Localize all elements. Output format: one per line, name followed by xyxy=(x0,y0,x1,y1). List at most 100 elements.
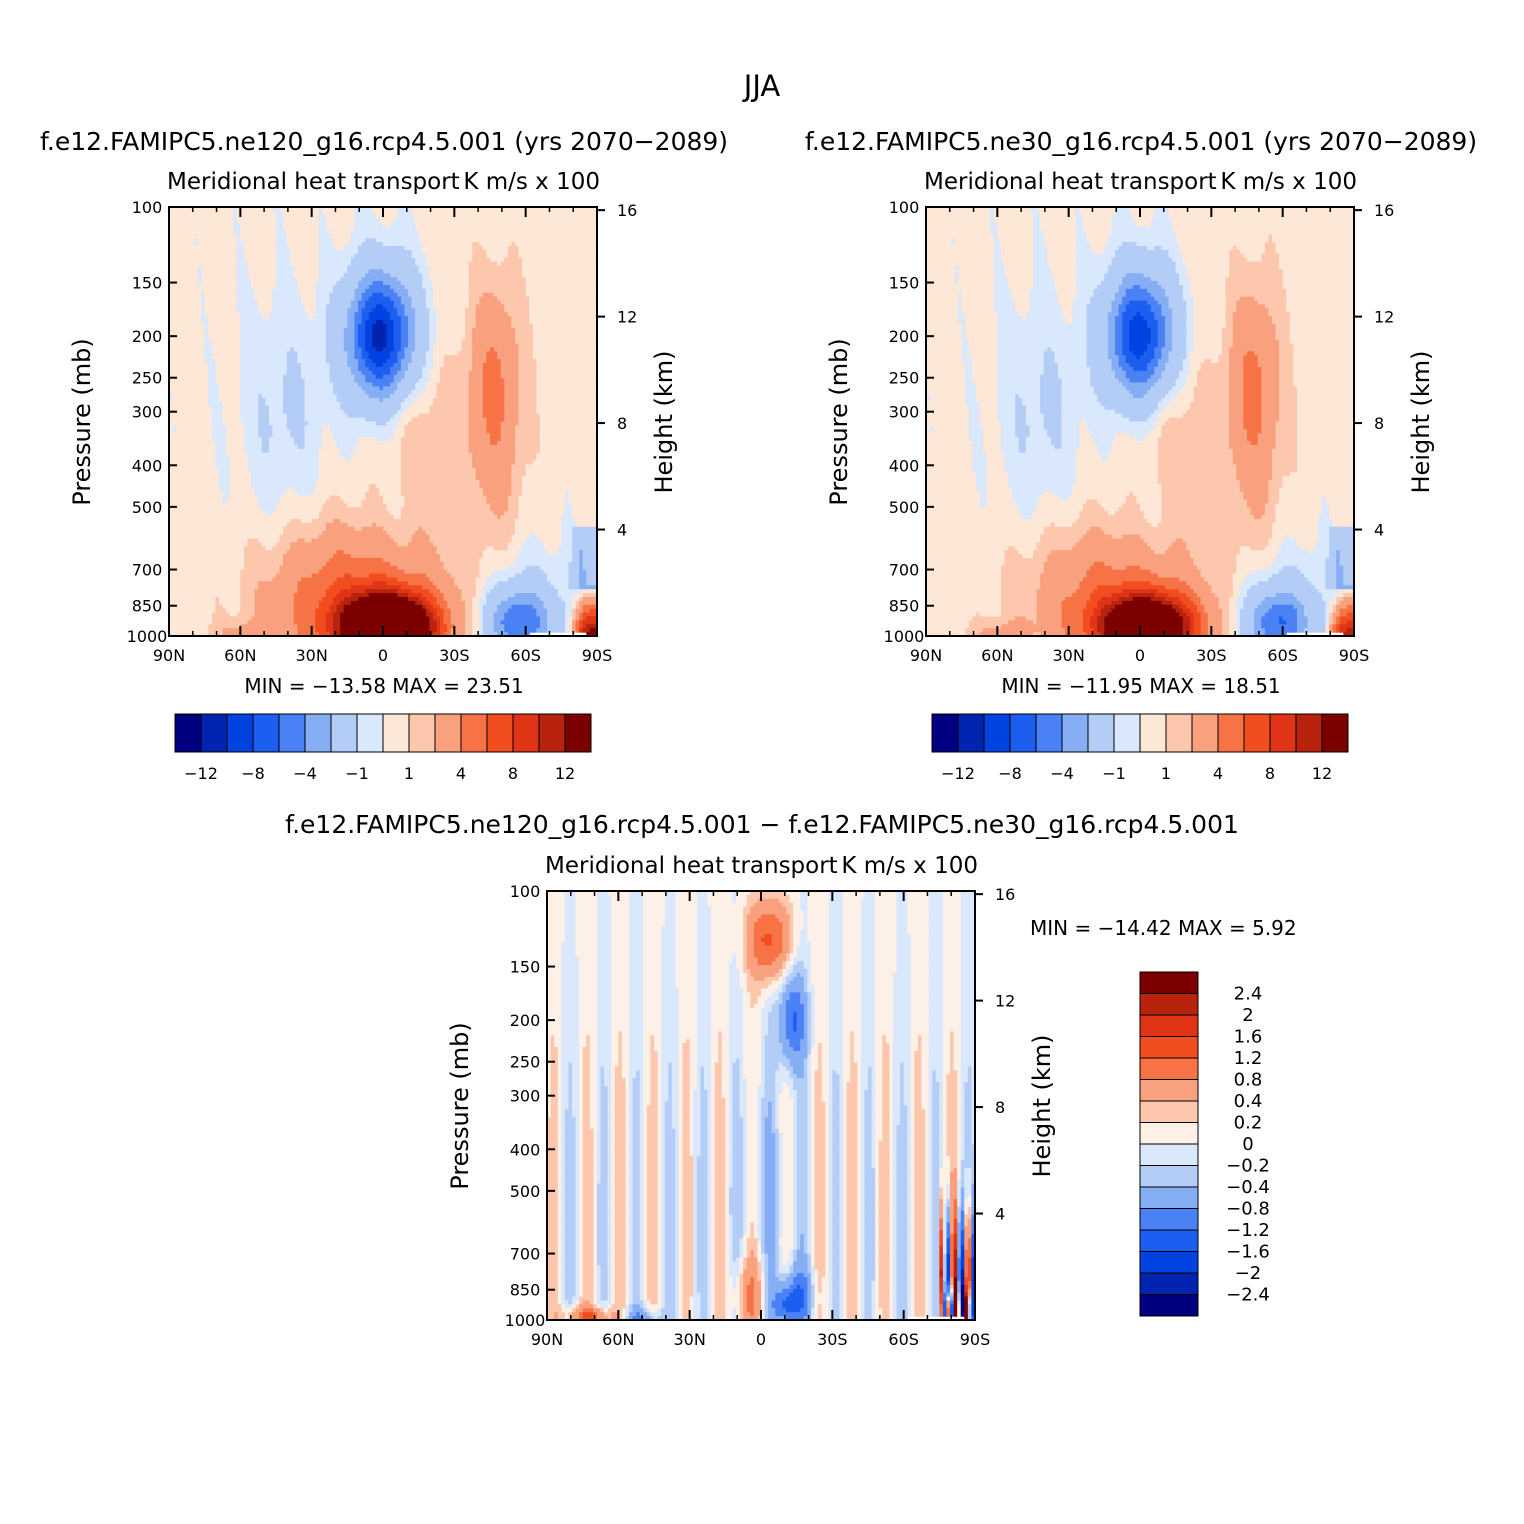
ne120-cell xyxy=(201,269,205,274)
ne120-cell xyxy=(280,269,284,274)
ne120-cell xyxy=(294,234,298,239)
ne120-cell xyxy=(579,316,583,321)
ne120-cell xyxy=(330,277,334,282)
ne120-cell xyxy=(440,269,444,274)
ne120-cell xyxy=(483,305,487,310)
ne120-cell xyxy=(183,277,187,282)
ne120-cell xyxy=(358,312,362,317)
ne120-cell xyxy=(554,238,558,243)
ne120-cell xyxy=(362,359,366,364)
ne120-cell xyxy=(494,289,498,294)
ne120-cell xyxy=(551,344,555,349)
ne120-cell xyxy=(333,238,337,243)
ne120-cell xyxy=(547,359,551,364)
ne120-cell xyxy=(586,320,590,325)
ne120-cell xyxy=(536,328,540,333)
ne120-cell xyxy=(433,258,437,263)
ne120-cell xyxy=(465,223,469,228)
ne120-cell xyxy=(205,227,209,232)
ne120-cell xyxy=(526,363,530,368)
ne120-cell xyxy=(369,316,373,321)
ne120-cell xyxy=(365,266,369,271)
ne120-cell xyxy=(394,328,398,333)
ne120-cell xyxy=(187,254,191,258)
ne120-cell xyxy=(490,351,494,356)
ne120-cell xyxy=(269,281,273,286)
ne120-cell xyxy=(173,277,177,282)
ne120-cell xyxy=(180,297,184,302)
ne120-cell xyxy=(412,355,416,360)
ne120-cell xyxy=(319,332,323,337)
ne120-cell xyxy=(415,269,419,274)
ne120-cell xyxy=(504,281,508,286)
ne120-cell xyxy=(305,277,309,282)
ne120-cell xyxy=(522,340,526,345)
ne120-cell xyxy=(194,285,198,290)
ne120-cell xyxy=(215,359,219,364)
ne120-cell xyxy=(586,246,590,251)
ne120-cell xyxy=(194,242,198,247)
ne120-cell xyxy=(529,281,533,286)
ne120-cell xyxy=(476,238,480,243)
ne120-cell xyxy=(540,246,544,251)
ne120-cell xyxy=(354,293,358,298)
ne120-cell xyxy=(315,215,319,220)
ne120-cell xyxy=(198,328,202,333)
ne120-cell xyxy=(190,277,194,282)
ne120-cell xyxy=(404,355,408,360)
ne120-cell xyxy=(372,320,376,325)
ne120-cell xyxy=(404,273,408,278)
ne120-cell xyxy=(369,234,373,239)
ne120-cell xyxy=(372,344,376,349)
ne120-cell xyxy=(219,363,223,368)
ne120-cell xyxy=(412,359,416,364)
ne120-cell xyxy=(215,347,219,352)
ne120-cell xyxy=(515,281,519,286)
ne120-cell xyxy=(362,367,366,372)
ne120-cell xyxy=(440,238,444,243)
ne120-cell xyxy=(565,340,569,345)
ne120-cell xyxy=(397,285,401,290)
ne120-cell xyxy=(308,340,312,345)
ne120-cell xyxy=(536,277,540,282)
ne120-cell xyxy=(568,328,572,333)
ne120-cell xyxy=(451,320,455,325)
ne120-cell xyxy=(208,332,212,337)
ne120-cell xyxy=(508,234,512,239)
ne120-cell xyxy=(472,363,476,368)
ne120-cell xyxy=(576,308,580,313)
ne120-cell xyxy=(269,324,273,329)
ne120-cell xyxy=(540,340,544,345)
ne120-cell xyxy=(297,351,301,356)
ne120-cell xyxy=(180,293,184,298)
ne120-cell xyxy=(376,316,380,321)
ne120-cell xyxy=(586,308,590,313)
ne120-cell xyxy=(547,246,551,251)
ne120-cell xyxy=(226,223,230,228)
ne120-cell xyxy=(269,367,273,372)
ne120-cell xyxy=(333,363,337,368)
ne120-cell xyxy=(269,344,273,349)
ne120-cell xyxy=(173,285,177,290)
ne120-cell xyxy=(205,281,209,286)
ne120-cell xyxy=(394,258,398,263)
ne120-cell xyxy=(526,238,530,243)
ne120-cell xyxy=(312,266,316,271)
ne120-cell xyxy=(372,227,376,232)
ne120-cell xyxy=(483,250,487,255)
ne120-cell xyxy=(269,305,273,310)
ne120-cell xyxy=(272,254,276,258)
ne120-cell xyxy=(205,266,209,271)
ne120-cell xyxy=(319,254,323,258)
ne120-cell xyxy=(533,277,537,282)
ne120-cell xyxy=(515,332,519,337)
ne120-cell xyxy=(337,254,341,258)
ne120-cell xyxy=(255,297,259,302)
ne120-cell xyxy=(269,359,273,364)
ne120-cell xyxy=(219,242,223,247)
ne120-cell xyxy=(576,285,580,290)
ne120-cell xyxy=(529,293,533,298)
ne120-cell xyxy=(379,250,383,255)
ne120-cell xyxy=(458,234,462,239)
ne120-cell xyxy=(490,258,494,263)
